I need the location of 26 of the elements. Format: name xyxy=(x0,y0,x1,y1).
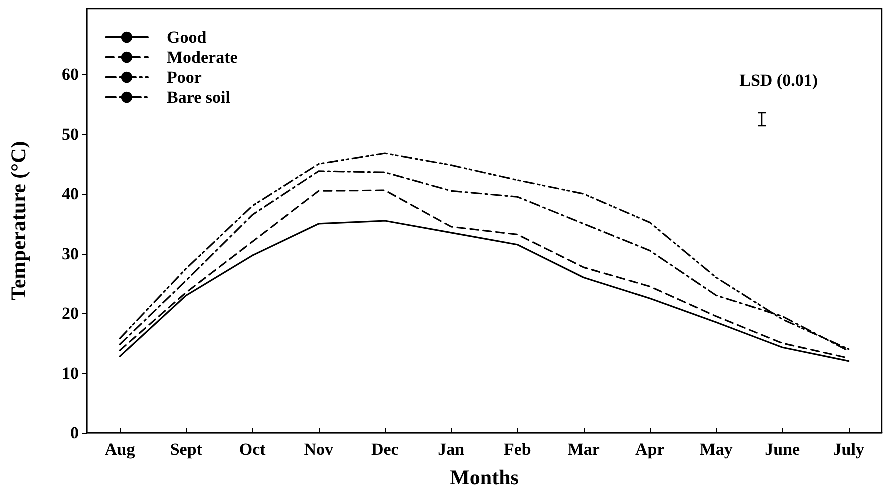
x-tick-label: May xyxy=(700,440,734,459)
y-tick-label: 60 xyxy=(62,65,79,84)
y-tick-label: 10 xyxy=(62,364,79,383)
x-tick-label: Aug xyxy=(105,440,136,459)
x-tick-label: Dec xyxy=(371,440,400,459)
x-tick-label: June xyxy=(765,440,801,459)
legend-label: Moderate xyxy=(167,48,238,67)
x-tick-label: Apr xyxy=(635,440,666,459)
y-tick-label: 20 xyxy=(62,304,79,324)
x-tick-label: Sept xyxy=(170,440,203,459)
x-tick-label: Jan xyxy=(438,440,466,459)
x-tick-label: Feb xyxy=(504,440,532,459)
y-axis-title: Temperature (°C) xyxy=(6,141,30,301)
x-tick-label: Nov xyxy=(304,440,334,459)
y-tick-label: 40 xyxy=(62,184,79,204)
y-tick-label: 30 xyxy=(62,244,79,264)
y-tick-label: 0 xyxy=(70,424,79,442)
x-tick-label: Mar xyxy=(568,440,600,459)
x-tick-label: July xyxy=(833,440,865,459)
annotation: LSD (0.01) xyxy=(740,71,818,90)
x-axis-title: Months xyxy=(450,466,519,490)
y-tick-label: 50 xyxy=(62,124,79,144)
x-tick-label: Oct xyxy=(239,440,266,459)
legend-label: Good xyxy=(167,28,208,47)
legend-label: Poor xyxy=(167,68,202,87)
legend-label: Bare soil xyxy=(167,88,231,107)
